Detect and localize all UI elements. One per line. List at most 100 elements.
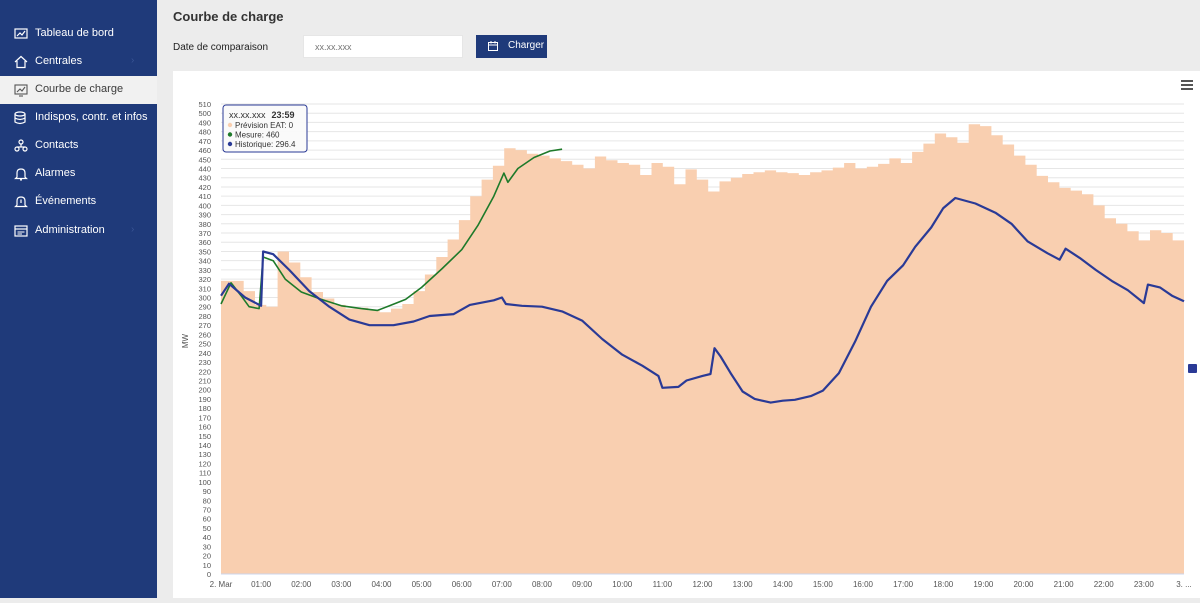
y-tick-label: 100 — [198, 478, 211, 487]
sidebar-item-evenements[interactable]: Événements — [0, 188, 157, 216]
y-tick-label: 470 — [198, 137, 211, 146]
y-tick-label: 440 — [198, 165, 211, 174]
x-tick-label: 01:00 — [251, 580, 272, 589]
load-curve-chart[interactable]: 0102030405060708090100110120130140150160… — [173, 71, 1200, 598]
contacts-icon — [14, 139, 28, 152]
x-tick-label: 02:00 — [291, 580, 312, 589]
admin-icon — [14, 225, 28, 237]
x-tick-label: 04:00 — [371, 580, 392, 589]
sidebar-item-label: Contacts — [35, 139, 79, 151]
y-tick-label: 160 — [198, 423, 211, 432]
x-tick-label: 15:00 — [813, 580, 834, 589]
tooltip-date: xx.xx.xxx — [229, 110, 266, 120]
x-tick-label: 10:00 — [612, 580, 633, 589]
forecast-area — [221, 124, 1184, 575]
y-tick-label: 20 — [203, 552, 211, 561]
x-tick-label: 07:00 — [492, 580, 513, 589]
sidebar-item-label: Indispos, contr. et infos — [35, 111, 148, 123]
y-tick-label: 220 — [198, 367, 211, 376]
tooltip-series-name: Mesure — [235, 131, 262, 140]
y-tick-label: 210 — [198, 376, 211, 385]
sidebar-item-contacts[interactable]: Contacts — [0, 132, 157, 160]
historic-marker — [1188, 364, 1197, 373]
y-axis-label: MW — [181, 333, 190, 348]
tooltip-series-name: Historique — [235, 140, 272, 149]
x-tick-label: 14:00 — [773, 580, 794, 589]
y-tick-label: 10 — [203, 561, 211, 570]
y-tick-label: 340 — [198, 257, 211, 266]
y-tick-label: 420 — [198, 183, 211, 192]
sidebar-item-label: Administration — [35, 224, 105, 236]
sidebar-item-alarmes[interactable]: Alarmes — [0, 160, 157, 188]
y-tick-label: 260 — [198, 330, 211, 339]
date-label: Date de comparaison — [173, 42, 269, 53]
tooltip-series-value: 460 — [266, 131, 280, 140]
database-icon — [14, 111, 26, 125]
hamburger-menu-icon[interactable] — [1181, 80, 1193, 90]
chevron-right-icon: › — [131, 55, 135, 66]
calendar-icon — [488, 41, 498, 51]
y-tick-label: 240 — [198, 349, 211, 358]
sidebar-item-centrales[interactable]: Centrales › — [0, 48, 157, 76]
comparison-date-input[interactable] — [303, 35, 463, 58]
y-tick-label: 370 — [198, 229, 211, 238]
main-content: Courbe de charge Date de comparaison Cha… — [157, 0, 1200, 598]
sidebar-item-label: Événements — [35, 195, 97, 207]
load-button-label: Charger — [508, 40, 545, 51]
sidebar-item-dashboard[interactable]: Tableau de bord — [0, 20, 157, 48]
x-tick-label: 06:00 — [452, 580, 473, 589]
x-tick-label: 03:00 — [331, 580, 352, 589]
y-tick-label: 360 — [198, 238, 211, 247]
sidebar-item-administration[interactable]: Administration › — [0, 217, 157, 245]
sidebar-item-indispos[interactable]: Indispos, contr. et infos › — [0, 104, 157, 132]
y-tick-label: 90 — [203, 487, 211, 496]
y-tick-label: 380 — [198, 220, 211, 229]
y-tick-label: 350 — [198, 247, 211, 256]
y-tick-label: 150 — [198, 432, 211, 441]
chart-panel: 0 10 20 30 40 50 60 70 80 90 100 110 120 130 140 150 160… — [173, 71, 1200, 598]
sidebar-item-label: Centrales — [35, 55, 83, 67]
y-tick-label: 0 — [207, 570, 211, 579]
y-tick-label: 80 — [203, 496, 211, 505]
x-tick-label: 09:00 — [572, 580, 593, 589]
sidebar-item-courbe-de-charge[interactable]: Courbe de charge — [0, 76, 157, 104]
bell-icon — [14, 168, 28, 181]
y-tick-label: 190 — [198, 395, 211, 404]
y-tick-label: 450 — [198, 155, 211, 164]
y-tick-label: 140 — [198, 441, 211, 450]
y-tick-label: 390 — [198, 211, 211, 220]
x-tick-label: 18:00 — [933, 580, 954, 589]
y-tick-label: 30 — [203, 542, 211, 551]
svg-text:Historique: 296.4: Historique: 296.4 — [235, 140, 296, 149]
chart-tooltip: xx.xx.xxx 23:59 Prévision EAT: 0 Mesure: … — [222, 104, 308, 153]
x-tick-label: 05:00 — [412, 580, 433, 589]
y-tick-label: 320 — [198, 275, 211, 284]
svg-text:Prévision EAT: 0: Prévision EAT: 0 — [235, 121, 294, 130]
x-tick-label: 3. ... — [1176, 580, 1192, 589]
sidebar-item-label: Courbe de charge — [35, 83, 124, 95]
tooltip-series-value: 296.4 — [275, 140, 296, 149]
y-tick-label: 480 — [198, 128, 211, 137]
tooltip-series-name: Prévision EAT — [235, 121, 285, 130]
x-axis-ticks: 2. Mar 01:00 02:00 03:00 04:00 05:00 06:00 07:0… — [210, 580, 1192, 589]
y-tick-label: 110 — [199, 469, 211, 478]
sidebar: Tableau de bord Centrales › Courbe de ch… — [0, 0, 157, 598]
forecast-series — [221, 124, 1184, 575]
x-tick-label: 11:00 — [653, 580, 673, 589]
x-tick-label: 23:00 — [1134, 580, 1155, 589]
load-button[interactable]: Charger — [476, 35, 547, 58]
chevron-right-icon: › — [131, 224, 135, 235]
y-tick-label: 430 — [198, 174, 211, 183]
x-tick-label: 19:00 — [973, 580, 994, 589]
y-tick-label: 330 — [198, 266, 211, 275]
home-icon — [14, 55, 28, 69]
page-title: Courbe de charge — [173, 9, 284, 24]
sidebar-item-label: Tableau de bord — [35, 27, 114, 39]
y-tick-label: 180 — [198, 404, 211, 413]
x-tick-label: 08:00 — [532, 580, 553, 589]
tooltip-time: 23:59 — [272, 110, 295, 120]
y-tick-label: 60 — [203, 515, 211, 524]
y-tick-label: 290 — [198, 303, 211, 312]
x-tick-label: 17:00 — [893, 580, 914, 589]
